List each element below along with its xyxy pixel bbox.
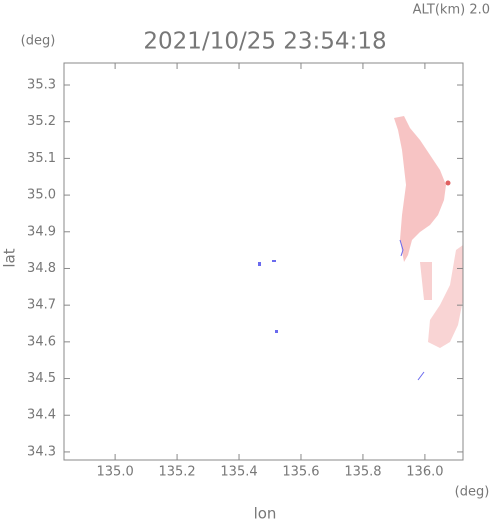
y-tick-label: 34.7 <box>27 298 56 313</box>
y-tick-label: 34.9 <box>27 224 56 239</box>
chart-title: 2021/10/25 23:54:18 <box>143 29 386 55</box>
y-tick-label: 35.1 <box>27 151 56 166</box>
y-tick-label: 35.0 <box>27 188 56 203</box>
y-tick-label: 34.3 <box>27 444 56 459</box>
altitude-label: ALT(km) 2.0 <box>413 3 490 18</box>
x-tick-label: 136.0 <box>406 465 443 480</box>
echo-area <box>258 116 463 381</box>
y-tick-label: 34.5 <box>27 371 56 386</box>
x-tick-label: 135.0 <box>97 465 134 480</box>
x-tick-label: 135.8 <box>344 465 381 480</box>
y-tick-label: 34.6 <box>27 334 56 349</box>
y-tick-label: 34.8 <box>27 261 56 276</box>
y-unit: (deg) <box>21 34 56 49</box>
y-tick-label: 35.3 <box>27 78 56 93</box>
x-axis-label: lon <box>254 505 277 521</box>
y-axis-label: lat <box>1 248 19 267</box>
x-tick-label: 135.2 <box>158 465 195 480</box>
x-tick-label: 135.6 <box>282 465 319 480</box>
plot-frame <box>63 62 464 461</box>
x-unit: (deg) <box>455 485 490 500</box>
y-tick-label: 35.2 <box>27 114 56 129</box>
x-tick-label: 135.4 <box>220 465 257 480</box>
y-tick-label: 34.4 <box>27 408 56 423</box>
